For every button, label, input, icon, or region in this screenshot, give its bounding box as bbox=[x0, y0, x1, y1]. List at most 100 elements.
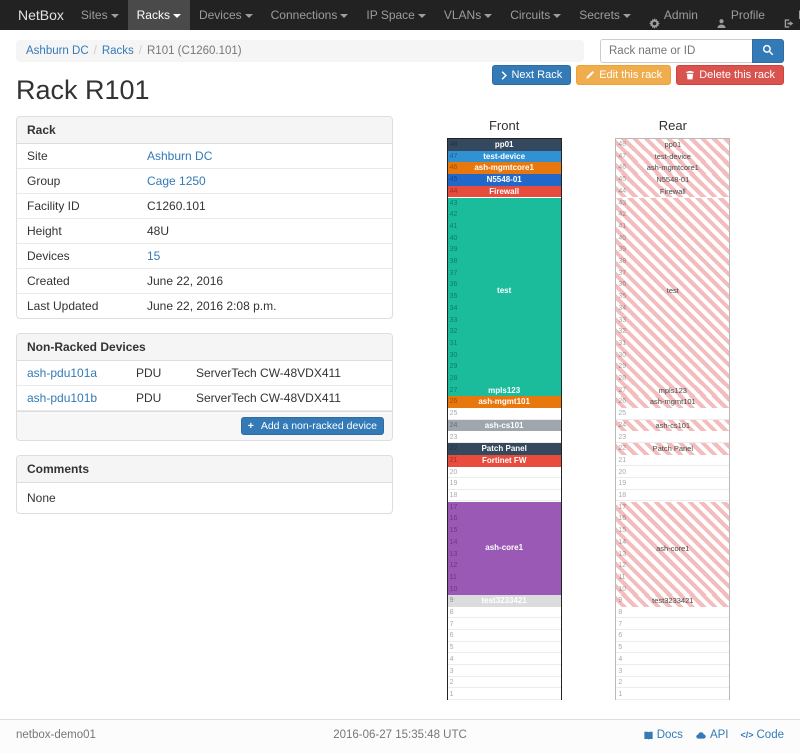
rack-device-pp01[interactable]: pp01 bbox=[447, 139, 561, 151]
edit-rack-button[interactable]: Edit this rack bbox=[576, 65, 672, 85]
unit-number: 45 bbox=[618, 176, 627, 184]
unit-number: 18 bbox=[618, 492, 627, 499]
device-link[interactable]: ash-pdu101a bbox=[27, 366, 98, 380]
unit-number: 7 bbox=[618, 620, 623, 628]
rack-device-label: ash-cs101 bbox=[484, 420, 524, 430]
field-value: June 22, 2016 2:08 p.m. bbox=[147, 299, 277, 313]
rack-device-ash-core1[interactable]: ash-core1 bbox=[447, 501, 561, 596]
breadcrumb-separator bbox=[89, 45, 102, 57]
nav-item-connections[interactable]: Connections bbox=[262, 0, 358, 30]
device-model-cell: ServerTech CW-48VDX411 bbox=[196, 366, 341, 380]
field-value: Cage 1250 bbox=[137, 169, 216, 193]
docs-link[interactable]: Docs bbox=[643, 729, 683, 741]
rack-device-ash-mgmt101[interactable]: ash-mgmt101 bbox=[616, 396, 730, 409]
field-value-link[interactable]: Cage 1250 bbox=[147, 174, 206, 188]
unit-number: 14 bbox=[618, 538, 627, 546]
rack-device-test[interactable]: test bbox=[616, 197, 730, 385]
nav-item-profile[interactable]: Profile bbox=[707, 0, 774, 30]
field-value-link[interactable]: 15 bbox=[147, 249, 161, 263]
rack-device-n5548-01[interactable]: N5548-01 bbox=[447, 174, 561, 186]
unit-number: 37 bbox=[618, 269, 627, 277]
rack-device-ash-cs101[interactable]: ash-cs101 bbox=[447, 419, 561, 432]
unit-number: 2 bbox=[449, 679, 454, 687]
rack-device-test[interactable]: test bbox=[447, 197, 561, 385]
rack-unit-slot bbox=[616, 607, 730, 619]
rack-unit-slot bbox=[616, 677, 730, 689]
rack-device-ash-cs101[interactable]: ash-cs101 bbox=[616, 419, 730, 432]
unit-number: 9 bbox=[449, 597, 454, 605]
unit-number: 20 bbox=[618, 468, 627, 476]
rack-device-mpls123[interactable]: mpls123 bbox=[447, 384, 561, 397]
unit-number: 35 bbox=[449, 293, 458, 301]
rack-device-label: test3233421 bbox=[652, 596, 694, 606]
next-rack-label: Next Rack bbox=[511, 69, 563, 81]
nav-item-vlans[interactable]: VLANs bbox=[435, 0, 501, 30]
code-link-label: Code bbox=[756, 729, 785, 741]
device-model-cell: ServerTech CW-48VDX411 bbox=[196, 391, 341, 405]
nav-item-secrets[interactable]: Secrets bbox=[570, 0, 640, 30]
rack-device-test-device[interactable]: test-device bbox=[447, 150, 561, 163]
breadcrumb-link-racks[interactable]: Racks bbox=[101, 45, 134, 57]
search-input[interactable] bbox=[600, 39, 752, 63]
rack-device-patch-panel[interactable]: Patch Panel bbox=[447, 443, 561, 455]
breadcrumb-link-site[interactable]: Ashburn DC bbox=[26, 45, 89, 57]
rack-device-mpls123[interactable]: mpls123 bbox=[616, 384, 730, 397]
nav-item-devices[interactable]: Devices bbox=[190, 0, 262, 30]
device-link[interactable]: ash-pdu101b bbox=[27, 391, 98, 405]
unit-number: 15 bbox=[618, 527, 627, 535]
app-brand[interactable]: NetBox bbox=[18, 7, 64, 23]
rack-device-test3233421[interactable]: test3233421 bbox=[616, 595, 730, 607]
rack-device-test3233421[interactable]: test3233421 bbox=[447, 595, 561, 607]
delete-rack-button[interactable]: Delete this rack bbox=[676, 65, 784, 85]
rack-device-label: test bbox=[497, 286, 512, 296]
rack-device-ash-core1[interactable]: ash-core1 bbox=[616, 501, 730, 596]
rack-device-test-device[interactable]: test-device bbox=[616, 150, 730, 163]
code-link[interactable]: Code bbox=[740, 729, 785, 741]
unit-number: 1 bbox=[449, 690, 454, 698]
rack-device-label: ash-mgmtcore1 bbox=[474, 163, 534, 173]
unit-number: 12 bbox=[618, 562, 627, 570]
nonracked-panel-title: Non-Racked Devices bbox=[17, 334, 392, 361]
unit-number: 36 bbox=[618, 281, 627, 289]
rack-device-pp01[interactable]: pp01 bbox=[616, 139, 730, 151]
code-icon bbox=[740, 729, 753, 741]
rack-unit-slot bbox=[447, 665, 561, 677]
rack-device-firewall[interactable]: Firewall bbox=[616, 185, 730, 198]
chevron-down-icon bbox=[172, 13, 181, 18]
api-link[interactable]: API bbox=[695, 729, 728, 741]
rack-device-label: Firewall bbox=[659, 186, 686, 196]
breadcrumb: Ashburn DC Racks R101 (C1260.101) bbox=[16, 40, 584, 62]
unit-number: 5 bbox=[449, 644, 454, 652]
nav-item-ip-space[interactable]: IP Space bbox=[357, 0, 434, 30]
delete-rack-label: Delete this rack bbox=[699, 69, 775, 81]
unit-number: 27 bbox=[449, 386, 458, 394]
nav-item-admin[interactable]: Admin bbox=[640, 0, 707, 30]
nav-item-circuits[interactable]: Circuits bbox=[501, 0, 570, 30]
nav-item-label: Secrets bbox=[579, 8, 620, 22]
rack-device-firewall[interactable]: Firewall bbox=[447, 185, 561, 198]
unit-number: 47 bbox=[618, 152, 627, 160]
unit-number: 24 bbox=[449, 421, 458, 429]
rack-device-fortinet-fw[interactable]: Fortinet FW bbox=[447, 454, 561, 467]
field-label: Height bbox=[27, 224, 62, 238]
unit-number: 17 bbox=[618, 503, 627, 511]
next-rack-button[interactable]: Next Rack bbox=[492, 65, 572, 85]
add-nonracked-device-button[interactable]: Add a non-racked device bbox=[240, 417, 384, 435]
rack-device-ash-mgmt101[interactable]: ash-mgmt101 bbox=[447, 396, 561, 409]
nav-item-logout[interactable]: Log out bbox=[774, 0, 800, 30]
search-button[interactable] bbox=[752, 39, 784, 63]
nav-item-sites[interactable]: Sites bbox=[72, 0, 128, 30]
unit-number: 8 bbox=[449, 609, 454, 616]
field-value: 15 bbox=[137, 244, 170, 268]
unit-number: 6 bbox=[618, 632, 623, 640]
rack-unit-slot bbox=[447, 466, 561, 478]
field-value-link[interactable]: Ashburn DC bbox=[147, 149, 213, 163]
rack-device-label: ash-mgmt101 bbox=[478, 397, 530, 407]
rack-unit-slot bbox=[447, 408, 561, 420]
nav-item-racks[interactable]: Racks bbox=[127, 0, 190, 30]
rack-unit-slot bbox=[447, 677, 561, 689]
rack-device-ash-mgmtcore1[interactable]: ash-mgmtcore1 bbox=[447, 162, 561, 175]
rack-device-patch-panel[interactable]: Patch Panel bbox=[616, 443, 730, 455]
rack-device-ash-mgmtcore1[interactable]: ash-mgmtcore1 bbox=[616, 162, 730, 175]
rack-device-n5548-01[interactable]: N5548-01 bbox=[616, 174, 730, 186]
